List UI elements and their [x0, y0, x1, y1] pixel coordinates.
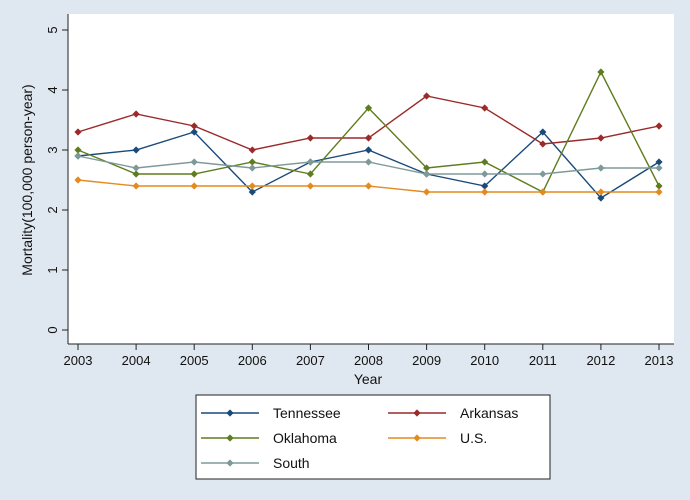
- plot-area: [68, 14, 674, 344]
- x-tick-label: 2007: [296, 353, 325, 368]
- x-tick-label: 2005: [180, 353, 209, 368]
- data-point-south: [539, 170, 547, 178]
- data-point-oklahoma: [364, 104, 373, 112]
- data-point-arkansas: [364, 134, 373, 142]
- y-tick-label: 1: [45, 266, 60, 273]
- data-point-arkansas: [539, 140, 547, 148]
- y-axis-title: Mortality(100,000 person-year): [19, 84, 35, 275]
- data-point-south: [306, 158, 314, 166]
- data-point-tennessee: [481, 182, 489, 190]
- data-point-south: [132, 164, 140, 172]
- data-point-south: [481, 170, 489, 178]
- x-tick-label: 2008: [354, 353, 383, 368]
- data-point-oklahoma: [597, 68, 605, 76]
- y-tick-label: 0: [45, 326, 60, 333]
- data-point-arkansas: [248, 146, 256, 154]
- legend-item-south: South: [201, 455, 310, 471]
- data-point-tennessee: [248, 188, 256, 196]
- series-u-s: [74, 176, 663, 196]
- data-point-u-s: [539, 188, 547, 196]
- data-point-oklahoma: [481, 158, 489, 166]
- data-point-south: [597, 164, 605, 172]
- data-point-tennessee: [597, 194, 605, 202]
- data-point-south: [655, 164, 663, 172]
- data-point-arkansas: [481, 104, 489, 112]
- data-point-oklahoma: [190, 170, 198, 178]
- y-tick-label: 3: [45, 146, 60, 153]
- x-tick-label: 2006: [238, 353, 267, 368]
- data-point-tennessee: [539, 128, 547, 136]
- y-tick-label: 4: [45, 86, 60, 93]
- legend-item-arkansas: Arkansas: [388, 405, 518, 421]
- data-point-oklahoma: [74, 146, 82, 154]
- data-point-oklahoma: [248, 158, 256, 166]
- legend-item-u-s: U.S.: [388, 430, 487, 446]
- data-point-tennessee: [190, 128, 198, 136]
- legend-swatch-marker: [413, 434, 421, 442]
- data-point-arkansas: [655, 122, 663, 130]
- legend-label: Arkansas: [460, 405, 518, 421]
- series-arkansas: [74, 92, 663, 154]
- data-point-u-s: [74, 176, 82, 184]
- data-point-south: [248, 164, 256, 172]
- axes: 0 1 2 3 4 5 2003 2004 2005 2006 2007 2008 2009 2010 20…: [45, 14, 674, 368]
- x-tick-label: 2009: [412, 353, 441, 368]
- legend-swatch-marker: [413, 409, 421, 417]
- data-point-arkansas: [190, 122, 198, 130]
- legend-swatch-marker: [226, 459, 234, 467]
- data-point-south: [364, 158, 373, 166]
- data-point-arkansas: [597, 134, 605, 142]
- data-point-oklahoma: [423, 164, 431, 172]
- x-tick-label: 2003: [64, 353, 93, 368]
- data-point-tennessee: [132, 146, 140, 154]
- data-point-u-s: [248, 182, 256, 190]
- data-point-u-s: [132, 182, 140, 190]
- data-point-arkansas: [132, 110, 140, 118]
- legend-label: South: [273, 455, 310, 471]
- data-point-oklahoma: [655, 182, 663, 190]
- data-point-oklahoma: [306, 170, 314, 178]
- data-point-arkansas: [306, 134, 314, 142]
- legend-label: U.S.: [460, 430, 487, 446]
- data-point-u-s: [481, 188, 489, 196]
- data-point-u-s: [655, 188, 663, 196]
- x-tick-label: 2010: [470, 353, 499, 368]
- data-point-u-s: [364, 182, 373, 190]
- data-point-u-s: [306, 182, 314, 190]
- data-point-arkansas: [74, 128, 82, 136]
- data-point-tennessee: [655, 158, 663, 166]
- data-point-u-s: [423, 188, 431, 196]
- legend-swatch-marker: [226, 434, 234, 442]
- legend-item-tennessee: Tennessee: [201, 405, 341, 421]
- legend-item-oklahoma: Oklahoma: [201, 430, 337, 446]
- data-point-arkansas: [423, 92, 431, 100]
- x-tick-label: 2012: [586, 353, 615, 368]
- data-point-oklahoma: [132, 170, 140, 178]
- legend-label: Tennessee: [273, 405, 341, 421]
- data-point-south: [190, 158, 198, 166]
- series-tennessee: [74, 128, 663, 202]
- x-axis-title: Year: [354, 371, 383, 387]
- y-tick-label: 5: [45, 26, 60, 33]
- series-oklahoma: [74, 68, 663, 196]
- data-point-tennessee: [364, 146, 373, 154]
- data-point-south: [74, 152, 82, 160]
- data-point-u-s: [597, 188, 605, 196]
- x-tick-label: 2011: [529, 353, 557, 368]
- legend-box: [195, 394, 551, 480]
- legend-label: Oklahoma: [273, 430, 337, 446]
- x-tick-label: 2004: [122, 353, 151, 368]
- series-south: [74, 152, 663, 178]
- data-point-u-s: [190, 182, 198, 190]
- legend: Tennessee Arkansas Oklahoma U.S. South: [195, 394, 551, 480]
- data-point-south: [423, 170, 431, 178]
- x-tick-label: 2013: [645, 353, 674, 368]
- legend-swatch-marker: [226, 409, 234, 417]
- series-layer: [74, 68, 663, 202]
- y-tick-label: 2: [45, 206, 60, 213]
